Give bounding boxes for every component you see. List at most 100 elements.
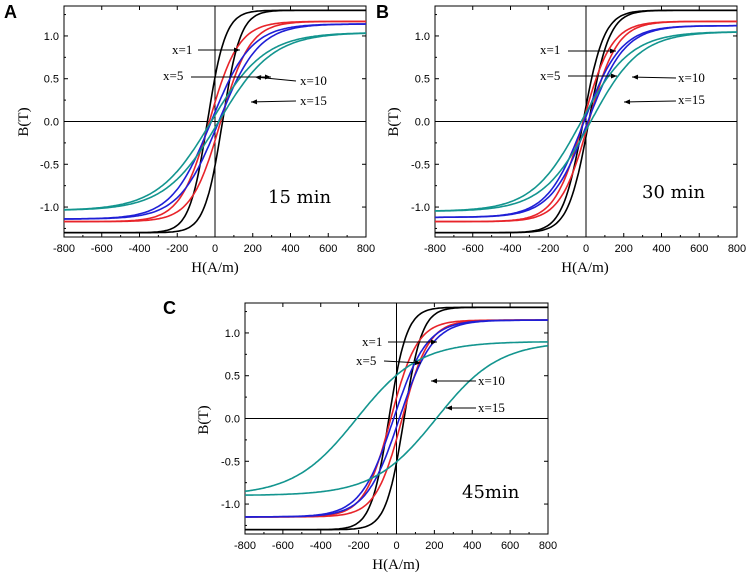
x-tick-label: 600 [690,243,708,255]
series-label-x-1: x=1 [172,42,192,57]
arrowhead [611,73,617,79]
x-tick-label: 200 [615,243,633,255]
x-tick-label: -600 [462,243,484,255]
label-arrow [250,100,297,103]
loops [245,306,548,531]
arrowhead [414,360,421,366]
y-tick-label: 1.0 [415,31,430,43]
series-label-x-15: x=15 [478,400,505,415]
y-tick-label: 0.0 [225,414,240,426]
x-axis-title: H(A/m) [191,260,239,276]
series-label-x-1: x=1 [362,334,382,349]
x-tick-label: 600 [319,243,337,255]
x-tick-label: -200 [537,243,559,255]
series-label-x-5: x=5 [540,68,560,83]
y-axis-title: B(T) [196,405,212,434]
loop-branch-ascending-x-10 [64,23,366,220]
x-tick-label: -800 [53,243,75,255]
label-arrow [623,100,677,103]
series-label-x-5: x=5 [163,68,183,83]
y-tick-label: 1.0 [44,31,59,43]
y-tick-label: 0.5 [415,74,430,86]
loop-branch-ascending-x-5 [64,20,366,223]
x-tick-label: 400 [281,243,299,255]
loop-branch-ascending-x-10 [245,319,548,518]
y-tick-label: -0.5 [40,159,59,171]
x-tick-label: 200 [425,540,443,552]
panel-b: -800 -600 -400 -200 0 200 400 600 800 -1.0 -0.5 0.0… [376,2,746,276]
loops [435,9,737,234]
label-arrow [254,76,297,82]
arrowhead [431,378,437,384]
y-tick-label: -1.0 [411,202,430,214]
series-label-x-5: x=5 [356,353,376,368]
loop-branch-ascending-x-15 [64,32,366,211]
y-tick-label: -0.5 [221,456,240,468]
loop-branch-ascending-x-1 [64,9,366,234]
x-tick-label: -200 [166,243,188,255]
x-tick-label: -200 [348,540,370,552]
series-label-x-10: x=10 [478,373,505,388]
panel-letter: A [4,2,17,22]
x-tick-label: 0 [583,243,589,255]
panel-letter: C [163,298,176,318]
loop-branch-descending-x-15 [435,31,737,212]
arrowhead [446,405,452,411]
series-label-x-15: x=15 [678,92,705,107]
x-tick-label: 0 [212,243,218,255]
arrowhead [251,99,258,105]
x-tick-label: 400 [652,243,670,255]
series-label-x-1: x=1 [540,42,560,57]
arrowhead [255,75,262,81]
loop-branch-ascending-x-10 [435,24,737,219]
x-tick-label: 800 [357,243,375,255]
arrowhead [610,48,616,54]
arrowhead [431,339,437,345]
time-annotation: 30 min [642,182,705,203]
loop-branch-ascending-x-1 [435,9,737,234]
y-tick-label: -1.0 [221,499,240,511]
arrowhead [234,47,240,53]
panel-a: -800 -600 -400 -200 0 200 400 600 800 -1.0 -0.5 0.0… [4,2,375,276]
panel-letter: B [376,2,389,22]
y-tick-label: -0.5 [411,159,430,171]
y-axis-title: B(T) [386,107,402,136]
y-axis-title: B(T) [16,107,32,136]
series-label-x-15: x=15 [300,93,327,108]
panel-c: -800 -600 -400 -200 0 200 400 600 800 -1.0 -0.5 0.0… [163,298,557,573]
x-tick-label: -800 [234,540,256,552]
loop-branch-ascending-x-15 [245,344,548,496]
x-tick-label: 400 [463,540,481,552]
x-tick-label: 200 [244,243,262,255]
x-axis-title: H(A/m) [561,260,609,276]
x-tick-label: 0 [393,540,399,552]
x-tick-label: -800 [424,243,446,255]
x-tick-label: 600 [501,540,519,552]
x-tick-label: -600 [272,540,294,552]
y-tick-label: 0.0 [44,117,59,129]
loop-branch-descending-x-15 [64,32,366,211]
y-tick-label: 0.5 [225,371,240,383]
y-tick-label: 0.0 [415,117,430,129]
label-arrow [631,76,677,79]
x-tick-label: 800 [539,540,557,552]
y-tick-label: 0.5 [44,74,59,86]
x-tick-label: -600 [91,243,113,255]
arrowhead [632,74,639,80]
time-annotation: 15 min [268,187,331,208]
y-tick-label: 1.0 [225,328,240,340]
series-label-x-10: x=10 [678,70,705,85]
y-tick-label: -1.0 [40,202,59,214]
x-tick-label: 800 [728,243,746,255]
x-tick-label: -400 [499,243,521,255]
series-label-x-10: x=10 [300,73,327,88]
label-arrow [383,360,422,364]
loop-branch-ascending-x-15 [435,31,737,212]
arrowhead [624,99,631,105]
x-tick-label: -400 [310,540,332,552]
x-tick-label: -400 [128,243,150,255]
loop-branch-descending-x-15 [245,341,548,493]
x-axis-title: H(A/m) [372,557,420,573]
time-annotation: 45min [462,482,520,503]
